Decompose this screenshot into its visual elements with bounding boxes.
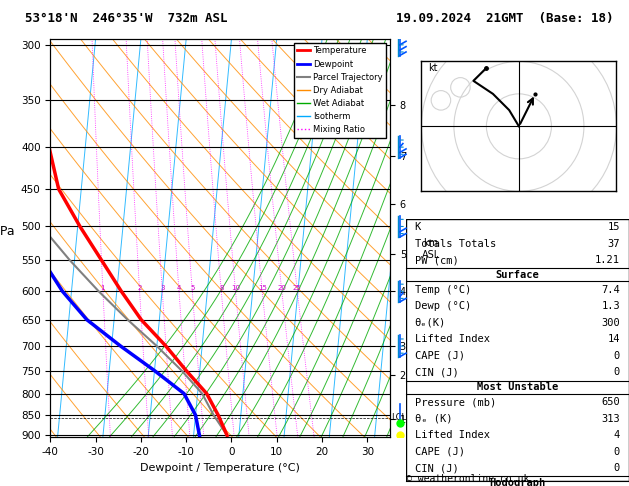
Text: Lifted Index: Lifted Index — [415, 430, 489, 440]
Text: 5: 5 — [190, 285, 194, 291]
Text: 0: 0 — [614, 351, 620, 361]
Text: 53°18'N  246°35'W  732m ASL: 53°18'N 246°35'W 732m ASL — [25, 12, 228, 25]
Y-axis label: hPa: hPa — [0, 225, 16, 238]
Text: 4: 4 — [177, 285, 181, 291]
X-axis label: Dewpoint / Temperature (°C): Dewpoint / Temperature (°C) — [140, 463, 300, 473]
Text: 19.09.2024  21GMT  (Base: 18): 19.09.2024 21GMT (Base: 18) — [396, 12, 614, 25]
Text: PW (cm): PW (cm) — [415, 255, 459, 265]
Text: 0: 0 — [614, 463, 620, 473]
Text: © weatheronline.co.uk: © weatheronline.co.uk — [406, 473, 529, 484]
Text: 8: 8 — [219, 285, 223, 291]
Text: 1.3: 1.3 — [601, 301, 620, 311]
Text: 15: 15 — [608, 222, 620, 232]
Text: 300: 300 — [601, 318, 620, 328]
Text: 15: 15 — [258, 285, 267, 291]
Text: Dewp (°C): Dewp (°C) — [415, 301, 471, 311]
Text: 1.21: 1.21 — [595, 255, 620, 265]
Text: θₑ (K): θₑ (K) — [415, 414, 452, 423]
Text: 7.4: 7.4 — [601, 285, 620, 295]
Text: 14: 14 — [608, 334, 620, 344]
Text: Surface: Surface — [496, 270, 539, 280]
Text: CIN (J): CIN (J) — [415, 367, 459, 377]
Y-axis label: km
ASL: km ASL — [422, 238, 440, 260]
Text: 313: 313 — [601, 414, 620, 423]
Text: 4: 4 — [614, 430, 620, 440]
Text: Most Unstable: Most Unstable — [477, 382, 558, 392]
Text: 20: 20 — [277, 285, 286, 291]
Legend: Temperature, Dewpoint, Parcel Trajectory, Dry Adiabat, Wet Adiabat, Isotherm, Mi: Temperature, Dewpoint, Parcel Trajectory… — [294, 43, 386, 138]
Text: Hodograph: Hodograph — [489, 478, 545, 486]
Text: kt: kt — [428, 63, 437, 73]
Text: Totals Totals: Totals Totals — [415, 239, 496, 248]
Text: Temp (°C): Temp (°C) — [415, 285, 471, 295]
Text: LCL: LCL — [391, 413, 406, 422]
Text: CAPE (J): CAPE (J) — [415, 351, 465, 361]
Text: 10: 10 — [231, 285, 240, 291]
Text: K: K — [415, 222, 421, 232]
Text: 650: 650 — [601, 397, 620, 407]
Text: CIN (J): CIN (J) — [415, 463, 459, 473]
Text: 0: 0 — [614, 367, 620, 377]
Text: 1: 1 — [101, 285, 105, 291]
Text: 0: 0 — [614, 447, 620, 457]
Text: CAPE (J): CAPE (J) — [415, 447, 465, 457]
Text: 37: 37 — [608, 239, 620, 248]
Text: 3: 3 — [160, 285, 165, 291]
Text: 2: 2 — [138, 285, 142, 291]
Text: Pressure (mb): Pressure (mb) — [415, 397, 496, 407]
Text: θₑ(K): θₑ(K) — [415, 318, 446, 328]
Text: 25: 25 — [293, 285, 302, 291]
Text: Lifted Index: Lifted Index — [415, 334, 489, 344]
